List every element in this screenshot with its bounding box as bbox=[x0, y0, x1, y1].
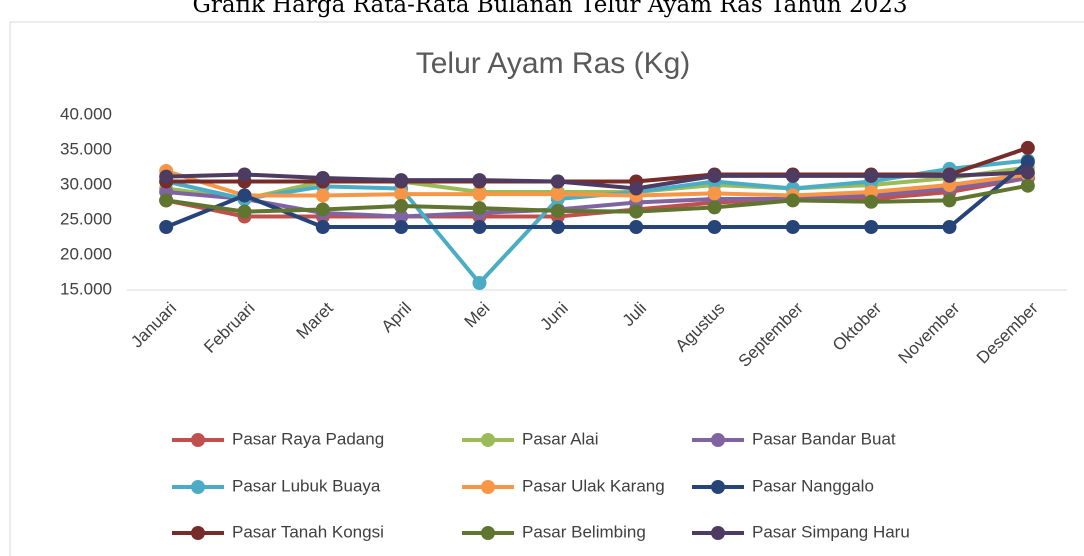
series-line bbox=[166, 170, 1028, 191]
series-line bbox=[165, 165, 1029, 201]
series-line bbox=[165, 183, 1029, 214]
legend-marker bbox=[711, 526, 725, 540]
point bbox=[864, 220, 879, 234]
legend-marker bbox=[191, 433, 205, 447]
point bbox=[394, 173, 409, 188]
point bbox=[864, 168, 879, 183]
point bbox=[237, 188, 252, 203]
point bbox=[1020, 165, 1035, 180]
legend-label: Pasar Raya Padang bbox=[232, 429, 384, 448]
point bbox=[394, 209, 409, 224]
y-tick-label: 25.000 bbox=[60, 209, 112, 228]
point bbox=[1020, 178, 1035, 193]
point bbox=[707, 220, 722, 234]
point bbox=[785, 220, 800, 234]
point bbox=[785, 193, 800, 208]
point bbox=[629, 181, 644, 196]
legend-marker bbox=[711, 480, 725, 494]
legend-label: Pasar Belimbing bbox=[522, 522, 646, 541]
point bbox=[550, 174, 565, 189]
point bbox=[550, 203, 565, 218]
point bbox=[942, 220, 957, 234]
legend-label: Pasar Tanah Kongsi bbox=[232, 522, 384, 541]
point bbox=[707, 186, 722, 201]
point bbox=[472, 173, 487, 188]
legend-label: Pasar Nanggalo bbox=[752, 476, 874, 495]
legend-marker bbox=[481, 480, 495, 494]
point bbox=[1020, 154, 1035, 169]
point bbox=[629, 204, 644, 219]
point bbox=[472, 201, 487, 216]
point bbox=[864, 194, 879, 209]
point bbox=[707, 168, 722, 183]
point bbox=[785, 168, 800, 183]
legend-label: Pasar Simpang Haru bbox=[752, 522, 910, 541]
point bbox=[864, 185, 879, 199]
legend-label: Pasar Lubuk Buaya bbox=[232, 476, 381, 495]
point bbox=[315, 202, 330, 217]
point bbox=[315, 171, 330, 185]
y-tick-label: 15.000 bbox=[60, 279, 112, 298]
point bbox=[237, 167, 252, 182]
point bbox=[237, 204, 252, 219]
legend-marker bbox=[481, 433, 495, 447]
page-heading: Grafik Harga Rata-Rata Bulanan Telur Aya… bbox=[192, 0, 907, 18]
legend-marker bbox=[711, 433, 725, 447]
legend-label: Pasar Ulak Karang bbox=[522, 476, 665, 495]
legend-marker bbox=[481, 526, 495, 540]
point bbox=[550, 220, 565, 234]
point bbox=[942, 168, 957, 183]
point bbox=[159, 220, 174, 234]
point bbox=[472, 220, 487, 234]
point bbox=[394, 199, 409, 213]
point bbox=[159, 193, 174, 208]
point bbox=[472, 187, 487, 202]
legend-label: Pasar Bandar Buat bbox=[752, 429, 896, 448]
point bbox=[394, 187, 409, 202]
point bbox=[394, 220, 409, 234]
point bbox=[159, 169, 174, 184]
point bbox=[629, 220, 644, 234]
y-tick-label: 40.000 bbox=[60, 104, 112, 123]
legend-marker bbox=[191, 526, 205, 540]
y-tick-label: 20.000 bbox=[60, 244, 112, 263]
y-tick-label: 35.000 bbox=[60, 139, 112, 158]
series-line bbox=[165, 160, 1030, 229]
point bbox=[315, 188, 330, 203]
point bbox=[1020, 140, 1035, 155]
legend-marker bbox=[191, 480, 205, 494]
point bbox=[315, 220, 330, 234]
legend-label: Pasar Alai bbox=[522, 429, 599, 448]
point bbox=[942, 193, 957, 208]
point bbox=[550, 187, 565, 202]
chart-frame bbox=[9, 21, 1084, 556]
point bbox=[707, 200, 722, 215]
series-line bbox=[165, 169, 1029, 198]
point bbox=[472, 276, 487, 290]
y-tick-label: 30.000 bbox=[60, 174, 112, 193]
chart-title: Telur Ayam Ras (Kg) bbox=[416, 47, 691, 80]
